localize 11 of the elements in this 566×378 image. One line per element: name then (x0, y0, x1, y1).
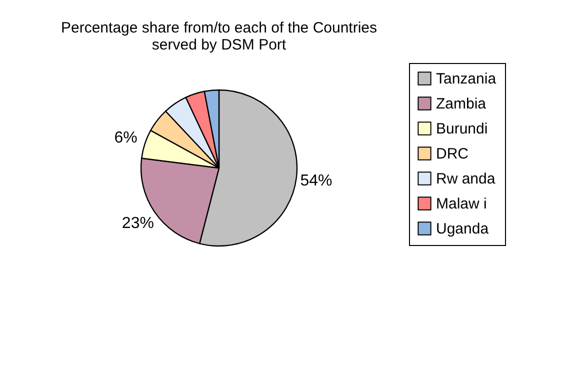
data-label: 6% (114, 130, 138, 147)
legend-label: Zambia (436, 96, 487, 112)
legend-label: Tanzania (436, 70, 497, 88)
data-label: 54% (300, 172, 332, 190)
legend-label: DRC (436, 146, 469, 162)
legend-label: Burundi (436, 120, 488, 138)
legend-label: Uganda (436, 220, 490, 238)
legend-label: Malaw i (436, 196, 487, 212)
data-label: 23% (122, 215, 154, 232)
chart-title: Percentage share from/to each of the Countries served by DSM Port (60, 19, 378, 54)
legend-label: Rw anda (436, 170, 496, 188)
